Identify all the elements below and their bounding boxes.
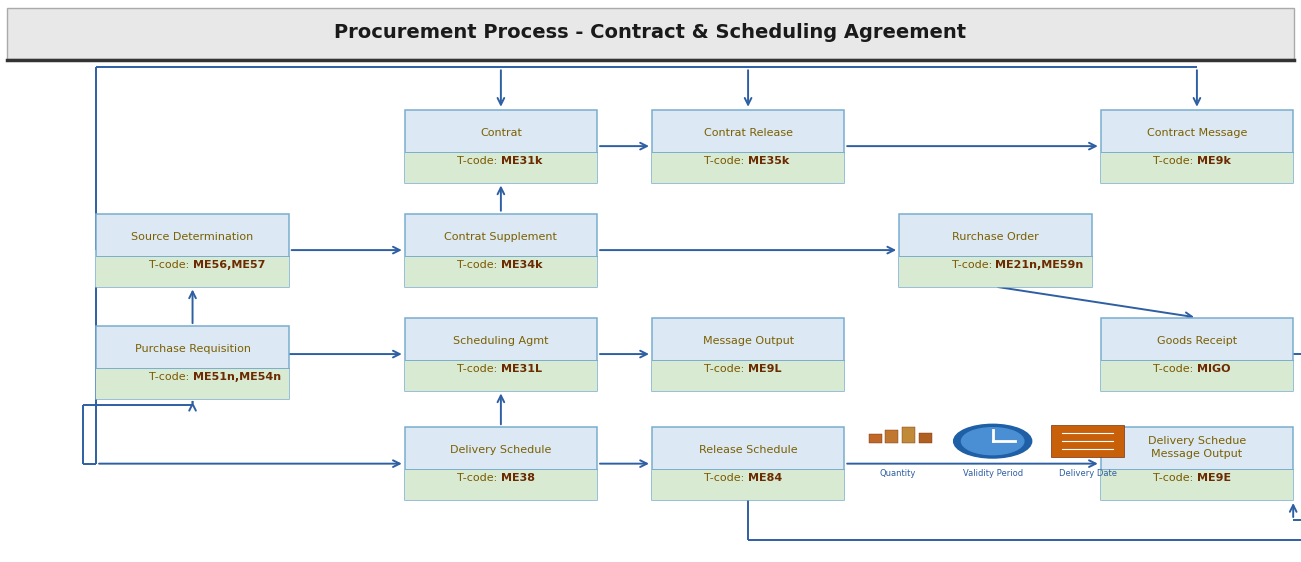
Text: Release Schedule: Release Schedule — [699, 446, 798, 455]
FancyBboxPatch shape — [96, 214, 289, 287]
Text: ME9k: ME9k — [1197, 156, 1231, 166]
Text: T-code:: T-code: — [1153, 156, 1197, 166]
Text: ME9E: ME9E — [1197, 473, 1231, 483]
FancyBboxPatch shape — [869, 434, 882, 443]
Text: T-code:: T-code: — [457, 260, 501, 270]
Text: T-code:: T-code: — [148, 372, 193, 382]
FancyBboxPatch shape — [405, 318, 597, 391]
FancyBboxPatch shape — [652, 427, 844, 500]
Text: Delivery Date: Delivery Date — [1059, 469, 1116, 478]
FancyBboxPatch shape — [652, 469, 844, 500]
FancyBboxPatch shape — [1101, 110, 1293, 183]
Text: Procurement Process - Contract & Scheduling Agreement: Procurement Process - Contract & Schedul… — [334, 23, 967, 42]
FancyBboxPatch shape — [405, 152, 597, 183]
Text: T-code:: T-code: — [704, 364, 748, 374]
Text: T-code:: T-code: — [1153, 364, 1197, 374]
FancyBboxPatch shape — [96, 368, 289, 399]
Circle shape — [954, 424, 1032, 458]
Text: T-code:: T-code: — [457, 473, 501, 483]
FancyBboxPatch shape — [405, 214, 597, 287]
FancyBboxPatch shape — [1101, 469, 1293, 500]
Text: ME21n,ME59n: ME21n,ME59n — [995, 260, 1084, 270]
FancyBboxPatch shape — [405, 427, 597, 500]
Text: ME84: ME84 — [748, 473, 782, 483]
FancyBboxPatch shape — [96, 256, 289, 287]
FancyBboxPatch shape — [919, 433, 932, 443]
FancyBboxPatch shape — [405, 110, 597, 183]
Text: ME31L: ME31L — [501, 364, 543, 374]
Text: Quantity: Quantity — [879, 469, 916, 478]
Text: ME51n,ME54n: ME51n,ME54n — [193, 372, 281, 382]
Text: Scheduling Agmt: Scheduling Agmt — [453, 336, 549, 346]
Text: ME9L: ME9L — [748, 364, 782, 374]
FancyBboxPatch shape — [652, 110, 844, 183]
FancyBboxPatch shape — [652, 318, 844, 391]
Text: Contract Message: Contract Message — [1146, 128, 1248, 138]
Text: Purchase Requisition: Purchase Requisition — [134, 345, 251, 354]
Text: T-code:: T-code: — [457, 364, 501, 374]
FancyBboxPatch shape — [405, 469, 597, 500]
FancyBboxPatch shape — [652, 152, 844, 183]
Text: Message Output: Message Output — [703, 336, 794, 346]
FancyBboxPatch shape — [1101, 360, 1293, 391]
Text: T-code:: T-code: — [1153, 473, 1197, 483]
FancyBboxPatch shape — [652, 360, 844, 391]
Text: Goods Receipt: Goods Receipt — [1157, 336, 1237, 346]
Text: T-code:: T-code: — [704, 156, 748, 166]
FancyBboxPatch shape — [96, 326, 289, 399]
Text: Contrat: Contrat — [480, 128, 522, 138]
Circle shape — [961, 428, 1024, 455]
Text: Source Determination: Source Determination — [131, 232, 254, 242]
FancyBboxPatch shape — [899, 256, 1092, 287]
FancyBboxPatch shape — [405, 360, 597, 391]
Text: ME38: ME38 — [501, 473, 535, 483]
Text: Rurchase Order: Rurchase Order — [952, 232, 1038, 242]
Text: Delivery Schedue
Message Output: Delivery Schedue Message Output — [1147, 436, 1246, 459]
Text: ME56,ME57: ME56,ME57 — [193, 260, 265, 270]
Text: T-code:: T-code: — [148, 260, 193, 270]
Text: Contrat Release: Contrat Release — [704, 128, 792, 138]
Text: Contrat Supplement: Contrat Supplement — [445, 232, 557, 242]
Text: Validity Period: Validity Period — [963, 469, 1023, 478]
Text: MIGO: MIGO — [1197, 364, 1231, 374]
Text: ME35k: ME35k — [748, 156, 790, 166]
FancyBboxPatch shape — [1101, 318, 1293, 391]
Text: ME34k: ME34k — [501, 260, 543, 270]
FancyBboxPatch shape — [1101, 427, 1293, 500]
Text: Delivery Schedule: Delivery Schedule — [450, 446, 552, 455]
Text: ME31k: ME31k — [501, 156, 543, 166]
FancyBboxPatch shape — [902, 427, 915, 443]
Text: T-code:: T-code: — [457, 156, 501, 166]
FancyBboxPatch shape — [7, 8, 1294, 59]
FancyBboxPatch shape — [899, 214, 1092, 287]
Text: T-code:: T-code: — [951, 260, 995, 270]
Text: T-code:: T-code: — [704, 473, 748, 483]
FancyBboxPatch shape — [1101, 152, 1293, 183]
FancyBboxPatch shape — [885, 430, 898, 443]
FancyBboxPatch shape — [405, 256, 597, 287]
FancyBboxPatch shape — [1051, 425, 1124, 457]
